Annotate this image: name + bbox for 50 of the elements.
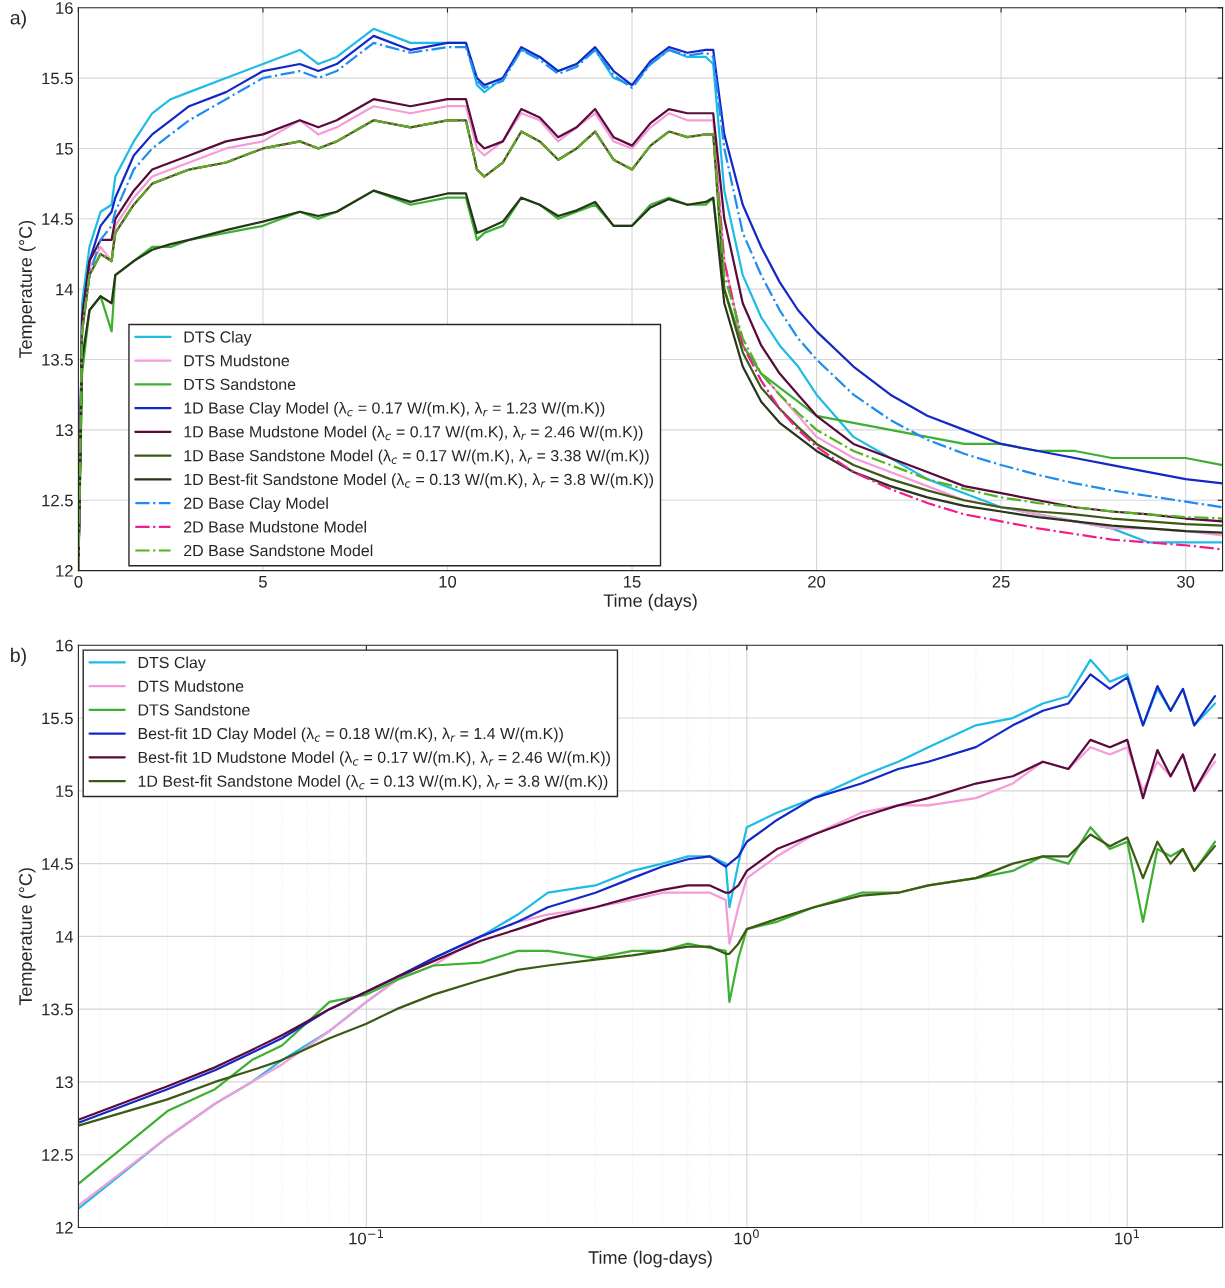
legend-label: DTS Mudstone xyxy=(138,680,244,692)
legend-label: 1D Best-fit Sandstone Model (λ$_{c}$ = 0.13 W/(m.K), λ$_{r}$ = 3.8 W/(m.K)) xyxy=(184,473,654,489)
y-tick-label: 13.5 xyxy=(42,1003,73,1016)
y-tick-label: 12.5 xyxy=(42,494,73,507)
x-tick-label: 15 xyxy=(624,576,641,588)
y-tick-label: 12 xyxy=(56,564,73,577)
legend-label: Best-fit 1D Clay Model (λ$_{c}$ = 0.18 W/(m.K), λ$_{r}$ = 1.4 W/(m.K)) xyxy=(138,727,563,743)
y-tick-label: 15 xyxy=(56,143,73,155)
y-tick-label: 13.5 xyxy=(42,353,73,366)
y-tick-label: 14 xyxy=(56,283,74,296)
y-axis-title: Temperature (°C) xyxy=(18,868,36,1006)
y-tick-label: 14.5 xyxy=(42,213,73,225)
legend-label: DTS Sandstone xyxy=(138,703,250,716)
legend-label: DTS Mudstone xyxy=(184,354,290,367)
legend-label: 2D Base Sandstone Model xyxy=(184,544,373,557)
y-tick-label: 15.5 xyxy=(42,72,73,85)
x-tick-label: 10$^{0}$ xyxy=(734,1229,759,1245)
y-tick-label: 16 xyxy=(56,639,73,652)
x-tick-label: 10 xyxy=(439,575,457,588)
legend-label: 2D Base Mudstone Model xyxy=(184,520,366,533)
y-tick-label: 13 xyxy=(56,1076,73,1089)
y-tick-label: 15.5 xyxy=(42,712,73,725)
y-tick-label: 12 xyxy=(56,1221,73,1234)
x-axis-title: Time (days) xyxy=(603,593,697,611)
legend-label: 1D Best-fit Sandstone Model (λ$_{c}$ = 0.13 W/(m.K), λ$_{r}$ = 3.8 W/(m.K)) xyxy=(138,775,608,790)
legend-label: 1D Base Mudstone Model (λ$_{c}$ = 0.17 W/(m.K), λ$_{r}$ = 2.46 W/(m.K)) xyxy=(184,425,643,441)
x-tick-label: 0 xyxy=(74,575,83,588)
legend-label: DTS Clay xyxy=(184,330,252,346)
x-tick-label: 5 xyxy=(258,576,267,588)
legend-label: Best-fit 1D Mudstone Model (λ$_{c}$ = 0.17 W/(m.K), λ$_{r}$ = 2.46 W/(m.K)) xyxy=(138,751,610,767)
y-tick-label: 15 xyxy=(56,785,73,798)
y-tick-label: 14 xyxy=(56,930,74,943)
x-tick-label: 25 xyxy=(992,575,1010,588)
legend-label: 2D Base Clay Model xyxy=(184,497,328,513)
text: b) xyxy=(11,647,26,666)
x-tick-label: 10$^{1}$ xyxy=(1115,1229,1139,1245)
y-tick-label: 13 xyxy=(56,424,73,437)
legend-label: DTS Sandstone xyxy=(184,378,296,391)
x-tick-label: 10$^{−1}$ xyxy=(349,1229,383,1245)
x-tick-label: 20 xyxy=(808,575,826,588)
legend-label: 1D Base Sandstone Model (λ$_{c}$ = 0.17 W/(m.K), λ$_{r}$ = 3.38 W/(m.K)) xyxy=(184,449,649,465)
y-tick-label: 16 xyxy=(56,2,73,14)
y-tick-label: 14.5 xyxy=(42,858,73,870)
y-axis-title: Temperature (°C) xyxy=(18,220,36,359)
x-axis-title: Time (log-days) xyxy=(588,1250,712,1268)
y-tick-label: 12.5 xyxy=(42,1149,73,1161)
x-tick-label: 30 xyxy=(1177,575,1195,588)
legend-label: 1D Base Clay Model (λ$_{c}$ = 0.17 W/(m.K), λ$_{r}$ = 1.23 W/(m.K)) xyxy=(184,401,605,417)
text: a) xyxy=(10,10,26,29)
legend-label: DTS Clay xyxy=(138,656,206,672)
